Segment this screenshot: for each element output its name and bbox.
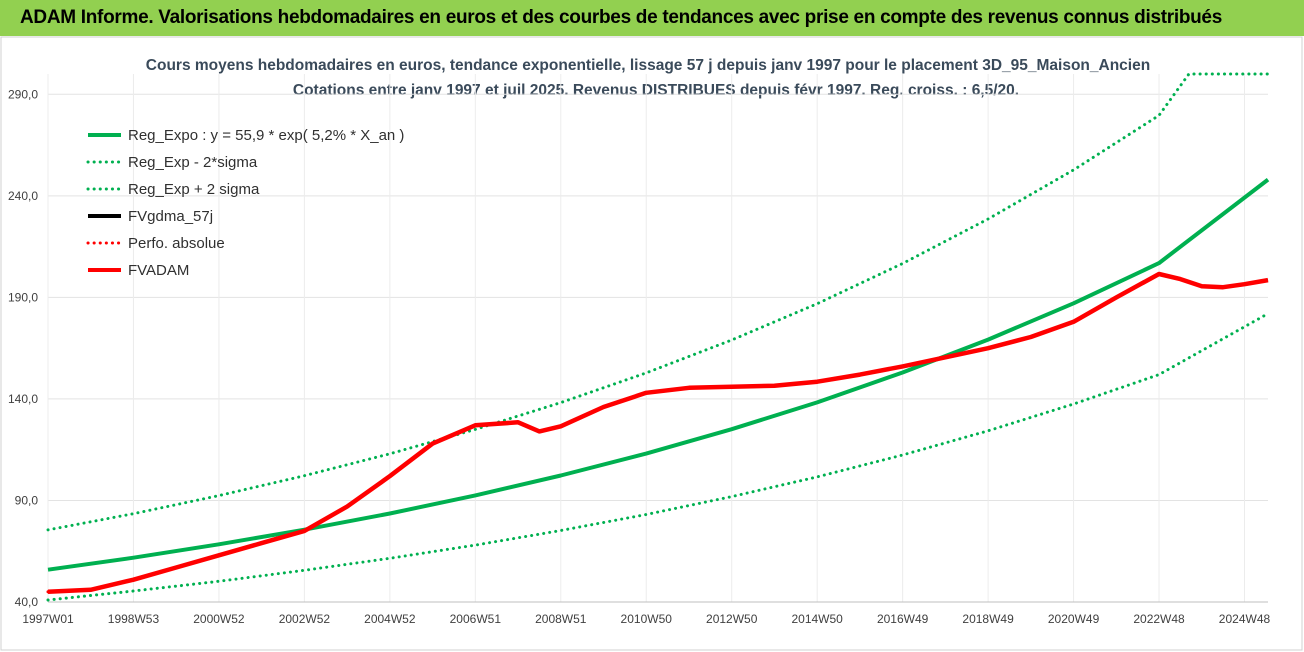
report-banner-title: ADAM Informe. Valorisations hebdomadaire…	[20, 7, 1222, 28]
report-banner: ADAM Informe. Valorisations hebdomadaire…	[0, 0, 1304, 36]
series-line-2	[46, 72, 1270, 532]
y-tick-label: 140,0	[8, 392, 38, 406]
chart-legend: Reg_Expo : y = 55,9 * exp( 5,2% * X_an )…	[86, 127, 404, 279]
x-tick-label: 2006W51	[450, 612, 502, 626]
x-tick-label: 2000W52	[193, 612, 245, 626]
x-tick-label: 2024W48	[1219, 612, 1271, 626]
x-tick-label: 2020W49	[1048, 612, 1100, 626]
chart-border	[0, 36, 1303, 651]
line-chart: Cours moyens hebdomadaires en euros, ten…	[0, 36, 1303, 651]
x-tick-label: 2004W52	[364, 612, 416, 626]
x-axis-tick-labels: 1997W01 1998W53 2000W52 2002W52 2004W52 2006W…	[22, 612, 1270, 626]
x-tick-label: 2014W50	[791, 612, 843, 626]
legend-label: FVADAM	[128, 262, 189, 279]
y-tick-label: 240,0	[8, 189, 38, 203]
x-tick-label: 2008W51	[535, 612, 587, 626]
x-tick-label: 2002W52	[279, 612, 331, 626]
series-line-0	[47, 178, 1270, 572]
legend-label: FVgdma_57j	[128, 208, 213, 225]
y-tick-label: 290,0	[8, 87, 38, 101]
y-tick-label: 40,0	[15, 595, 39, 609]
y-tick-label: 90,0	[15, 493, 39, 507]
legend-label: Reg_Exp - 2*sigma	[128, 154, 258, 171]
x-tick-label: 2018W49	[962, 612, 1014, 626]
x-tick-label: 2016W49	[877, 612, 929, 626]
x-tick-label: 2010W50	[621, 612, 673, 626]
x-tick-label: 1998W53	[108, 612, 160, 626]
chart-title: Cours moyens hebdomadaires en euros, ten…	[146, 57, 1150, 74]
legend-label: Perfo. absolue	[128, 235, 225, 252]
grid-lines	[47, 74, 1268, 603]
series-line-1	[46, 312, 1270, 602]
series-lines	[46, 72, 1270, 602]
chart-subtitle: Cotations entre janv 1997 et juil 2025. …	[293, 82, 1019, 99]
chart-frame: Cours moyens hebdomadaires en euros, ten…	[0, 36, 1304, 652]
series-line-5	[47, 271, 1269, 595]
x-tick-label: 2022W48	[1133, 612, 1185, 626]
y-axis-tick-labels: 40,0 90,0 140,0 190,0 240,0 290,0	[8, 87, 38, 609]
legend-label: Reg_Expo : y = 55,9 * exp( 5,2% * X_an )	[128, 127, 404, 144]
legend-label: Reg_Exp + 2 sigma	[128, 181, 260, 198]
y-tick-label: 190,0	[8, 290, 38, 304]
x-tick-label: 1997W01	[22, 612, 74, 626]
x-tick-label: 2012W50	[706, 612, 758, 626]
